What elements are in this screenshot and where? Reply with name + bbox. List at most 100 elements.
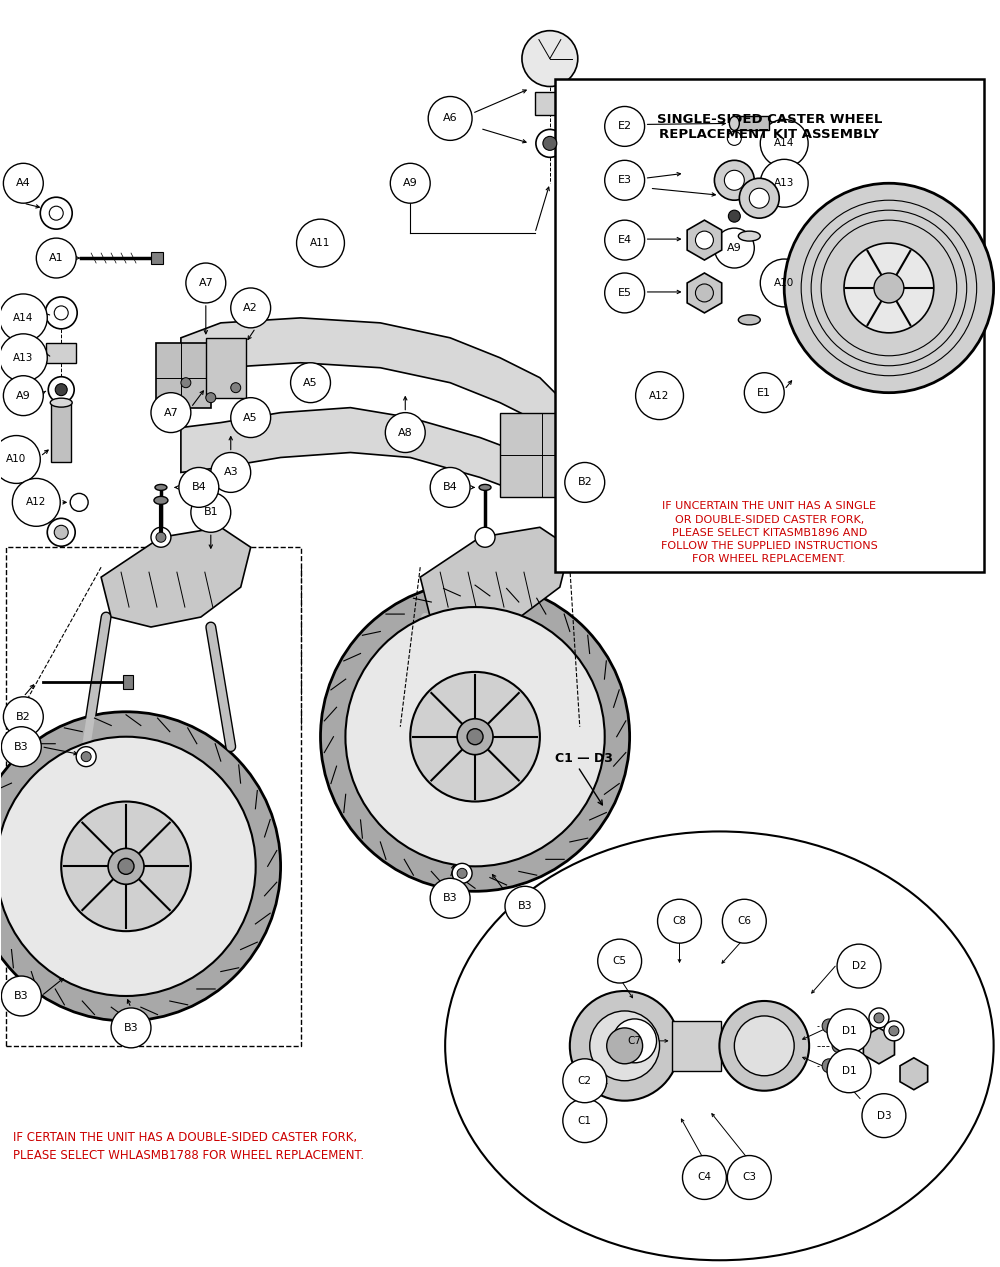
FancyBboxPatch shape (156, 343, 211, 408)
Circle shape (869, 1009, 889, 1028)
Text: B3: B3 (124, 1022, 138, 1033)
Circle shape (430, 468, 470, 507)
Bar (739, 236, 759, 319)
Circle shape (822, 1059, 836, 1073)
Circle shape (45, 296, 77, 329)
Circle shape (714, 161, 754, 200)
FancyBboxPatch shape (206, 338, 246, 398)
Circle shape (760, 160, 808, 208)
Circle shape (563, 1098, 607, 1143)
Text: E3: E3 (618, 175, 632, 185)
Text: A1: A1 (49, 253, 64, 264)
Text: C4: C4 (697, 1172, 711, 1182)
Circle shape (837, 944, 881, 988)
Circle shape (151, 393, 191, 432)
Circle shape (522, 30, 578, 86)
Text: A9: A9 (16, 390, 31, 400)
Circle shape (0, 736, 256, 996)
Circle shape (70, 493, 88, 512)
Text: C1 — D3: C1 — D3 (555, 753, 613, 765)
Circle shape (682, 1156, 726, 1200)
Circle shape (181, 378, 191, 388)
Text: A5: A5 (243, 413, 258, 423)
Circle shape (727, 132, 741, 146)
Circle shape (321, 582, 630, 891)
Text: A14: A14 (13, 313, 34, 323)
Circle shape (844, 243, 934, 333)
Circle shape (724, 170, 744, 190)
Circle shape (206, 393, 216, 403)
Ellipse shape (738, 315, 760, 324)
Circle shape (0, 333, 47, 381)
Text: D2: D2 (852, 962, 866, 971)
Circle shape (111, 1009, 151, 1048)
Circle shape (48, 376, 74, 403)
Bar (734, 117, 769, 131)
Text: SINGLE-SIDED CASTER WHEEL
REPLACEMENT KIT ASSEMBLY: SINGLE-SIDED CASTER WHEEL REPLACEMENT KI… (657, 114, 882, 142)
Circle shape (784, 184, 994, 393)
Circle shape (430, 878, 470, 919)
Circle shape (55, 384, 67, 395)
Bar (151, 252, 163, 264)
Circle shape (49, 207, 63, 220)
Circle shape (543, 137, 557, 151)
Text: D1: D1 (842, 1026, 856, 1036)
Circle shape (231, 383, 241, 393)
Circle shape (727, 1156, 771, 1200)
Text: A10: A10 (774, 277, 794, 288)
Circle shape (505, 887, 545, 926)
Circle shape (54, 526, 68, 540)
Circle shape (605, 106, 645, 147)
Circle shape (385, 413, 425, 452)
Circle shape (718, 123, 750, 155)
Circle shape (457, 868, 467, 878)
Circle shape (822, 1019, 836, 1033)
Circle shape (186, 264, 226, 303)
Text: B3: B3 (14, 991, 29, 1001)
Ellipse shape (738, 231, 760, 241)
Circle shape (191, 493, 231, 532)
Circle shape (76, 746, 96, 767)
Text: C3: C3 (742, 1172, 756, 1182)
Circle shape (54, 305, 68, 319)
Circle shape (231, 288, 271, 328)
Circle shape (605, 220, 645, 260)
Text: A5: A5 (303, 378, 318, 388)
Circle shape (12, 479, 60, 526)
Text: B1: B1 (203, 507, 218, 517)
Circle shape (722, 900, 766, 943)
Ellipse shape (445, 831, 994, 1261)
Text: A9: A9 (403, 179, 418, 189)
Bar (46, 343, 76, 362)
Circle shape (889, 1026, 899, 1036)
Circle shape (467, 729, 483, 745)
Text: B4: B4 (191, 483, 206, 493)
Bar (718, 167, 750, 189)
Circle shape (570, 991, 680, 1101)
Text: A4: A4 (16, 179, 31, 189)
Circle shape (118, 858, 134, 874)
Polygon shape (900, 1058, 928, 1090)
Circle shape (81, 751, 91, 761)
Ellipse shape (479, 484, 491, 490)
Polygon shape (687, 220, 722, 260)
Circle shape (390, 163, 430, 203)
Circle shape (475, 527, 495, 547)
Bar (672, 1021, 721, 1071)
Circle shape (108, 849, 144, 884)
Bar (535, 91, 565, 115)
Text: C2: C2 (578, 1076, 592, 1086)
Circle shape (0, 294, 47, 342)
Circle shape (721, 203, 747, 229)
Circle shape (600, 383, 620, 403)
Circle shape (719, 1001, 809, 1091)
Circle shape (714, 228, 754, 269)
Circle shape (452, 863, 472, 883)
Ellipse shape (50, 398, 72, 407)
Text: IF CERTAIN THE UNIT HAS A DOUBLE-SIDED CASTER FORK,
PLEASE SELECT WHLASMB1788 FO: IF CERTAIN THE UNIT HAS A DOUBLE-SIDED C… (13, 1130, 364, 1162)
Text: A6: A6 (443, 114, 457, 123)
Text: E5: E5 (618, 288, 632, 298)
Text: A13: A13 (774, 179, 794, 189)
Circle shape (179, 468, 219, 507)
Text: A7: A7 (198, 277, 213, 288)
